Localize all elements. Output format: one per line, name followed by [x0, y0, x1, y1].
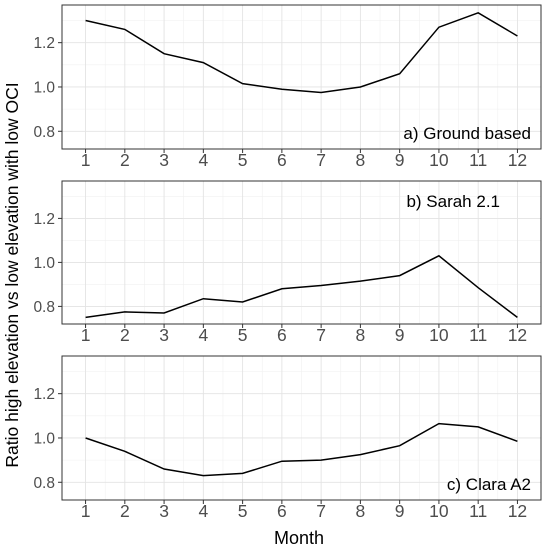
x-tick-label: 4 — [198, 501, 208, 521]
x-tick-label: 2 — [120, 501, 130, 521]
x-tick-label: 6 — [277, 325, 287, 345]
x-tick-label: 12 — [508, 325, 527, 345]
y-tick-label: 1.2 — [33, 35, 55, 52]
x-tick-label: 3 — [159, 150, 169, 170]
x-tick-label: 7 — [316, 150, 326, 170]
x-axis-label: Month — [274, 528, 324, 548]
x-tick-label: 5 — [238, 150, 248, 170]
x-tick-label: 9 — [395, 501, 405, 521]
series-line — [85, 254, 518, 319]
x-tick-label: 12 — [508, 150, 527, 170]
x-tick-label: 1 — [81, 325, 91, 345]
x-tick-label: 2 — [120, 150, 130, 170]
series-line — [85, 422, 518, 477]
x-tick-label: 5 — [238, 501, 248, 521]
panel-border — [61, 355, 542, 501]
y-tick-label: 0.8 — [33, 124, 55, 141]
x-tick-label: 10 — [429, 325, 449, 345]
panel-label: b) Sarah 2.1 — [406, 192, 500, 211]
panel-border — [61, 4, 542, 150]
y-tick-label: 1.2 — [33, 211, 55, 228]
x-tick-label: 11 — [469, 325, 487, 345]
y-tick-label: 1.0 — [33, 79, 55, 96]
x-tick-label: 10 — [429, 150, 449, 170]
y-tick-label: 0.8 — [33, 475, 55, 492]
x-tick-label: 3 — [159, 501, 169, 521]
panel-border — [61, 180, 542, 325]
y-tick-label: 1.0 — [33, 430, 55, 447]
x-tick-label: 8 — [356, 325, 366, 345]
x-tick-label: 1 — [81, 150, 91, 170]
x-tick-label: 2 — [120, 325, 130, 345]
x-tick-label: 5 — [238, 325, 248, 345]
x-tick-label: 9 — [395, 150, 405, 170]
y-axis-label: Ratio high elevation vs low elevation wi… — [2, 82, 22, 467]
y-tick-label: 1.0 — [33, 255, 55, 272]
series-line — [85, 11, 518, 94]
x-tick-label: 7 — [316, 325, 326, 345]
x-tick-label: 7 — [316, 501, 326, 521]
panel-3: 0.81.01.21 2 3 4 5 6 7 8 9 10 11 12c) Clara A2 — [33, 355, 542, 521]
x-tick-label: 3 — [159, 325, 169, 345]
x-tick-label: 11 — [469, 150, 487, 170]
x-tick-label: 4 — [198, 325, 208, 345]
x-tick-label: 6 — [277, 501, 287, 521]
x-tick-label: 6 — [277, 150, 287, 170]
panel-label: c) Clara A2 — [447, 475, 531, 494]
x-tick-label: 1 — [81, 501, 91, 521]
y-tick-label: 1.2 — [33, 386, 55, 403]
x-tick-label: 12 — [508, 501, 527, 521]
y-tick-label: 0.8 — [33, 299, 55, 316]
x-tick-label: 4 — [198, 150, 208, 170]
x-tick-label: 8 — [356, 501, 366, 521]
x-tick-label: 10 — [429, 501, 449, 521]
panel-label: a) Ground based — [403, 124, 531, 143]
x-tick-label: 11 — [469, 501, 487, 521]
panel-1: 0.81.01.21 2 3 4 5 6 7 8 9 10 11 12a) Ground based — [33, 4, 542, 170]
panel-2: 0.81.01.21 2 3 4 5 6 7 8 9 10 11 12b) Sarah 2.1 — [33, 180, 542, 345]
x-tick-label: 8 — [356, 150, 366, 170]
x-tick-label: 9 — [395, 325, 405, 345]
